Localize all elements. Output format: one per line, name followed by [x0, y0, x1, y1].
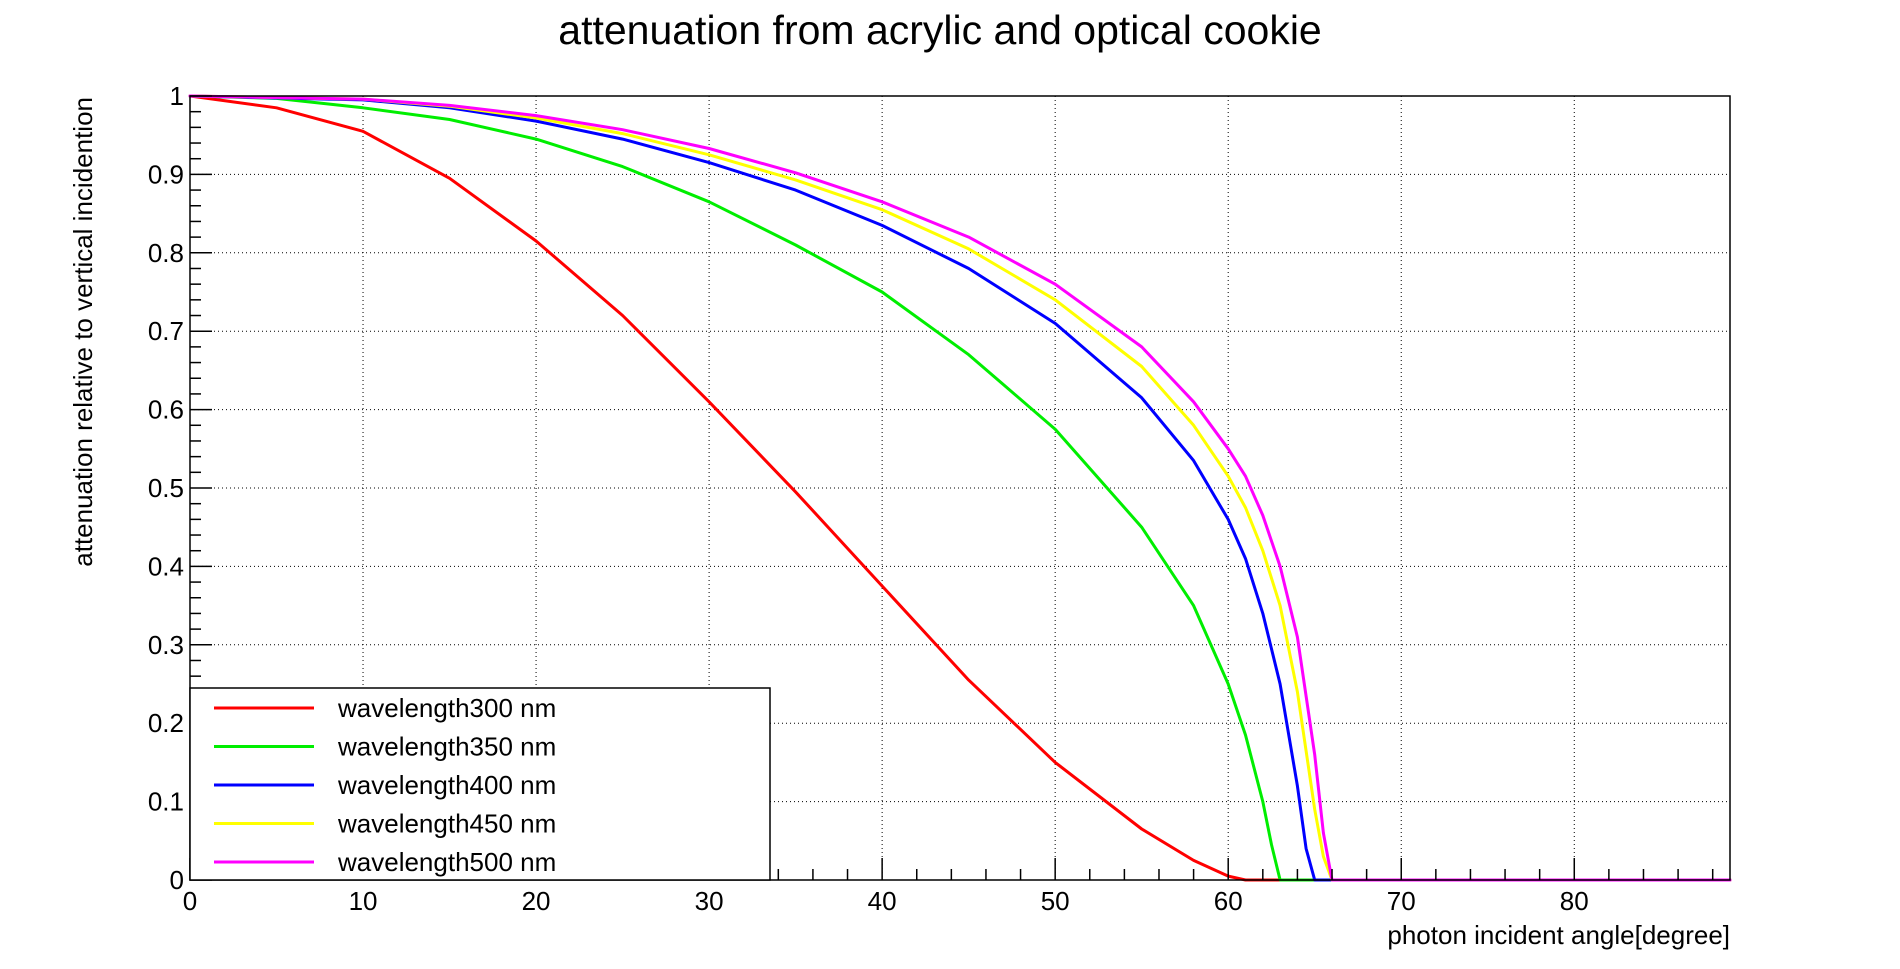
series-lines	[188, 94, 1732, 882]
series-line	[188, 94, 1732, 882]
x-tick-label: 0	[183, 886, 197, 916]
y-tick-label: 0.2	[148, 708, 184, 738]
series-line	[188, 94, 1732, 882]
y-tick-label: 0.4	[148, 551, 184, 581]
x-tick-label: 60	[1214, 886, 1243, 916]
y-tick-label: 0.7	[148, 316, 184, 346]
y-tick-label: 0.1	[148, 787, 184, 817]
legend-label: wavelength400 nm	[337, 770, 556, 800]
series-line	[188, 94, 1732, 882]
y-tick-label: 0.3	[148, 630, 184, 660]
x-tick-label: 10	[349, 886, 378, 916]
y-tick-label: 0	[170, 865, 184, 895]
x-tick-label: 70	[1387, 886, 1416, 916]
x-tick-label: 80	[1560, 886, 1589, 916]
y-tick-label: 0.6	[148, 395, 184, 425]
legend-label: wavelength450 nm	[337, 809, 556, 839]
legend-label: wavelength500 nm	[337, 847, 556, 877]
legend: wavelength300 nm wavelength350 nm waveleng…	[189, 687, 771, 881]
y-tick-label: 0.5	[148, 473, 184, 503]
x-tick-label: 50	[1041, 886, 1070, 916]
y-tick-label: 0.9	[148, 159, 184, 189]
y-tick-label: 1	[170, 81, 184, 111]
legend-label: wavelength350 nm	[337, 732, 556, 762]
series-line	[188, 94, 1732, 882]
tick-labels: 0 10 20 30 40 50 60 70 80 0 0.1 0.2 0.3 0.4 0.5 0.6 0.7 0…	[148, 81, 1589, 916]
series-line	[188, 94, 1732, 882]
chart-title: attenuation from acrylic and optical coo…	[558, 7, 1321, 53]
legend-label: wavelength300 nm	[337, 693, 556, 723]
x-tick-label: 30	[695, 886, 724, 916]
x-axis-title: photon incident angle[degree]	[1387, 920, 1730, 950]
y-axis-title: attenuation relative to vertical inciden…	[68, 97, 98, 567]
y-tick-label: 0.8	[148, 238, 184, 268]
x-tick-label: 40	[868, 886, 897, 916]
x-tick-label: 20	[522, 886, 551, 916]
